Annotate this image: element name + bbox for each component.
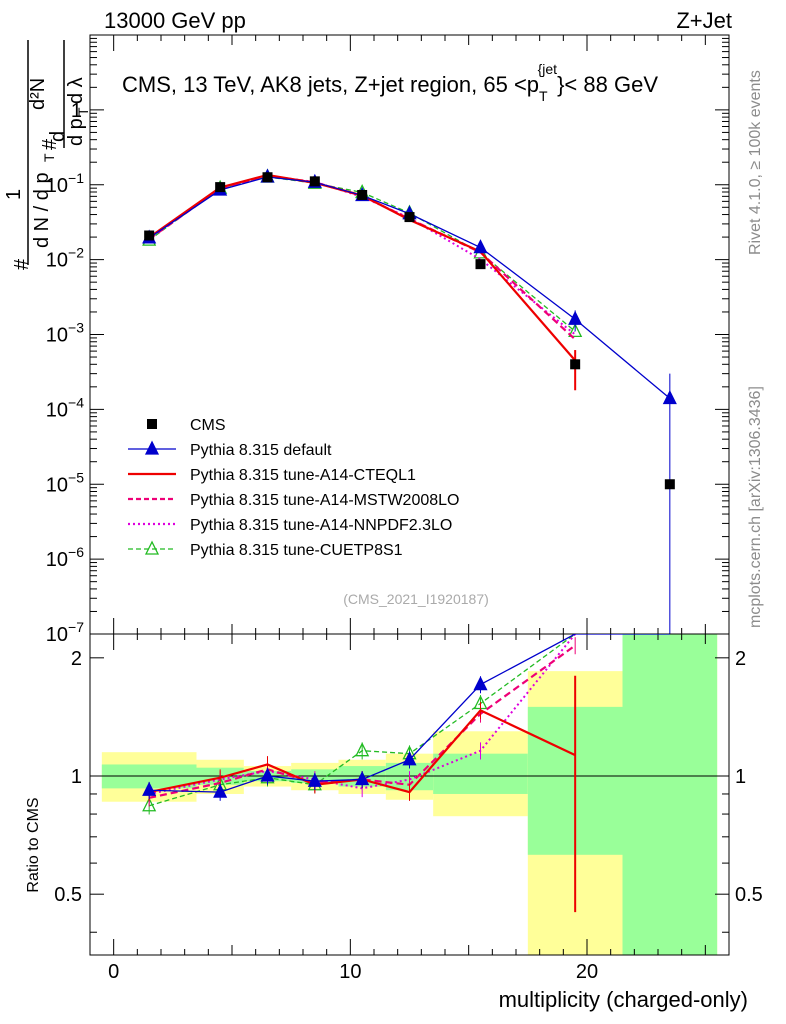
ratio-line-2 bbox=[148, 644, 576, 799]
legend-label: CMS bbox=[190, 417, 226, 434]
ratio-line-4 bbox=[148, 634, 576, 807]
analysis-id: (CMS_2021_I1920187) bbox=[343, 591, 489, 607]
data-point bbox=[309, 176, 320, 187]
data-point bbox=[144, 230, 155, 241]
y-tick-label: 10−7 bbox=[46, 619, 84, 646]
y-tick-label: 1 bbox=[71, 100, 82, 122]
ratio-point bbox=[402, 751, 417, 766]
data-point bbox=[570, 359, 581, 370]
legend-item: Pythia 8.315 tune-A14-NNPDF2.3LO bbox=[128, 517, 452, 534]
plot-title: CMS, 13 TeV, AK8 jets, Z+jet region, 65 … bbox=[122, 61, 658, 104]
ratio-point bbox=[260, 767, 275, 782]
mcplots-label: mcplots.cern.ch [arXiv:1306.3436] bbox=[747, 386, 764, 628]
svg-text:T: T bbox=[75, 107, 91, 116]
ratio-point bbox=[473, 676, 488, 691]
x-tick-label: 10 bbox=[339, 961, 361, 983]
ratio-y-tick-label: 2 bbox=[735, 648, 746, 670]
svg-text:d p: d p bbox=[65, 118, 87, 146]
legend-marker bbox=[144, 540, 160, 555]
ratio-frame bbox=[89, 633, 730, 956]
band-inner bbox=[622, 634, 718, 955]
legend-item: Pythia 8.315 tune-A14-CTEQL1 bbox=[128, 467, 416, 484]
process-label: Z+Jet bbox=[676, 8, 732, 33]
ratio-series bbox=[142, 634, 670, 913]
y-tick-label: 10−5 bbox=[46, 469, 84, 496]
legend-label: Pythia 8.315 tune-A14-NNPDF2.3LO bbox=[190, 517, 452, 534]
svg-text:d: d bbox=[47, 131, 69, 142]
legend-label: Pythia 8.315 tune-CUETP8S1 bbox=[190, 542, 403, 559]
data-point bbox=[215, 182, 226, 193]
y-tick-label: 10−3 bbox=[46, 320, 84, 347]
legend-item: CMS bbox=[147, 417, 226, 434]
ratio-line-1 bbox=[148, 708, 576, 794]
y-tick-label: 10−4 bbox=[46, 394, 84, 421]
uncertainty-bands bbox=[101, 634, 718, 955]
data-point bbox=[404, 212, 415, 223]
svg-text:d λ: d λ bbox=[65, 77, 87, 104]
legend-item: Pythia 8.315 tune-CUETP8S1 bbox=[128, 540, 403, 559]
data-point bbox=[357, 189, 368, 200]
legend-marker bbox=[147, 419, 157, 429]
legend-item: Pythia 8.315 default bbox=[128, 440, 332, 459]
y-axis-label-main: # 1 d N / d p T # d d p T d λ d²N bbox=[3, 40, 91, 270]
legend-item: Pythia 8.315 tune-A14-MSTW2008LO bbox=[128, 492, 459, 509]
ratio-point bbox=[355, 742, 370, 757]
svg-text:d²N: d²N bbox=[27, 78, 49, 110]
svg-text:T: T bbox=[41, 153, 57, 162]
y-tick-label: 10−1 bbox=[46, 170, 84, 197]
ratio-point bbox=[213, 783, 228, 798]
legend-label: Pythia 8.315 default bbox=[190, 442, 332, 459]
ratio-point bbox=[142, 797, 157, 812]
svg-text:d N / d p: d N / d p bbox=[31, 172, 53, 248]
mc-point bbox=[473, 239, 488, 254]
data-point bbox=[475, 259, 486, 270]
energy-label: 13000 GeV pp bbox=[104, 8, 246, 33]
ratio-point bbox=[355, 770, 370, 786]
legend: CMS Pythia 8.315 default Pythia 8.315 tune… bbox=[128, 417, 459, 559]
main-frame bbox=[89, 34, 730, 635]
svg-text:1: 1 bbox=[3, 189, 25, 200]
ratio-y-tick-label: 0.5 bbox=[735, 884, 763, 906]
legend-label: Pythia 8.315 tune-A14-CTEQL1 bbox=[190, 467, 416, 484]
y-axis-label-ratio: Ratio to CMS bbox=[25, 797, 42, 892]
main-panel: 1 10−1 10−2 10−3 10−4 10−5 10−6 10−7 bbox=[46, 34, 730, 646]
svg-text:#: # bbox=[11, 258, 33, 270]
ratio-y-tick-label: 0.5 bbox=[54, 884, 82, 906]
rivet-label: Rivet 4.1.0, ≥ 100k events bbox=[747, 70, 764, 255]
main-series bbox=[142, 168, 677, 634]
ratio-line-3 bbox=[148, 634, 576, 795]
y-tick-label: 10−2 bbox=[46, 245, 84, 272]
mc-point bbox=[568, 322, 583, 338]
ratio-y-tick-label: 1 bbox=[71, 766, 82, 788]
ratio-point bbox=[142, 781, 157, 796]
band-inner bbox=[433, 753, 528, 794]
ratio-y-tick-label: 1 bbox=[735, 766, 746, 788]
ratio-point bbox=[307, 772, 322, 787]
mc-line-1 bbox=[148, 173, 576, 362]
y-tick-label: 10−6 bbox=[46, 544, 84, 571]
data-point bbox=[664, 479, 675, 490]
legend-marker bbox=[144, 440, 160, 455]
data-point bbox=[262, 172, 273, 183]
x-tick-label: 0 bbox=[108, 961, 119, 983]
ratio-y-tick-label: 2 bbox=[71, 648, 82, 670]
x-tick-label: 20 bbox=[576, 961, 598, 983]
legend-label: Pythia 8.315 tune-A14-MSTW2008LO bbox=[190, 492, 459, 509]
x-axis-label: multiplicity (charged-only) bbox=[499, 987, 748, 1012]
svg-text:#: # bbox=[39, 138, 61, 150]
ratio-panel: 0 10 20 2 2 1 1 0.5 0.5 bbox=[54, 633, 763, 983]
